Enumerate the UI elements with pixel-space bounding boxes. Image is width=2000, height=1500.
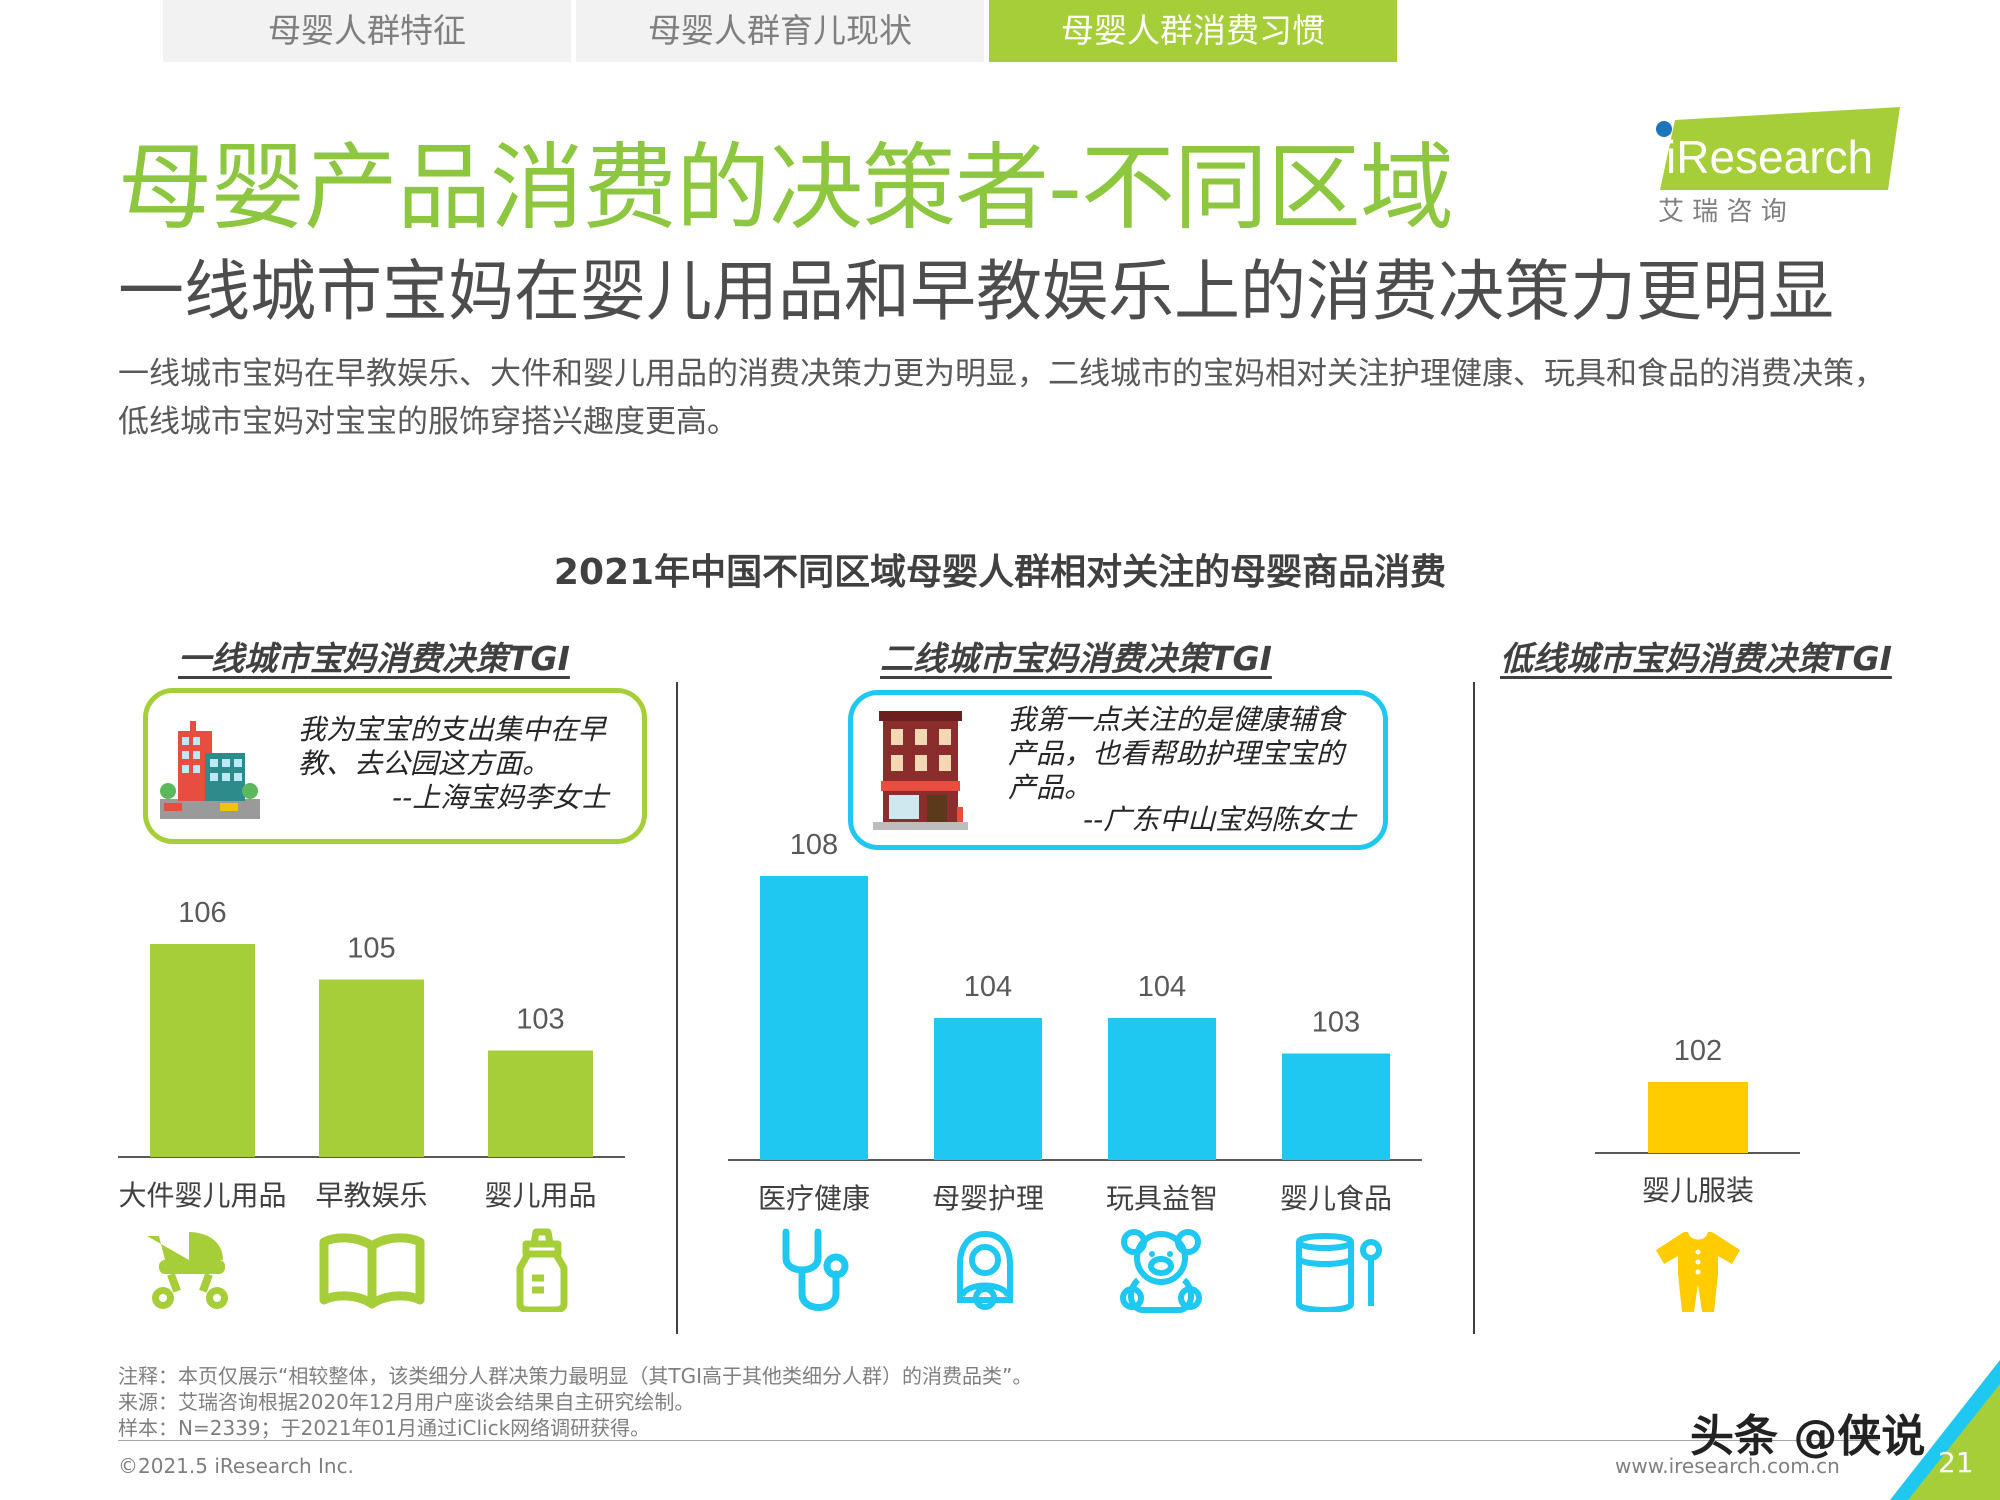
data-label: 108 (790, 829, 838, 861)
footer-divider (118, 1440, 1878, 1441)
bar (488, 1050, 593, 1157)
city-building-icon (160, 721, 260, 819)
quote-box-zhongshan: 我第一点关注的是健康辅食 产品，也看帮助护理宝宝的 产品。 --广东中山宝妈陈女… (848, 690, 1388, 850)
quote-line: 产品。 (1008, 771, 1093, 804)
category-label: 婴儿服装 (1642, 1174, 1754, 1207)
page-number: 21 (1938, 1446, 1974, 1479)
category-label: 母婴护理 (932, 1182, 1044, 1215)
baby-clothes-icon (1656, 1232, 1740, 1312)
bar (1648, 1082, 1748, 1153)
logo-cn-text: 艾 瑞 咨 询 (1658, 197, 1787, 225)
data-label: 102 (1674, 1035, 1722, 1067)
source-line: 来源：艾瑞咨询根据2020年12月用户座谈会结果自主研究绘制。 (118, 1390, 695, 1414)
watermark-text: 头条 @侠说 (1690, 1411, 1926, 1462)
bar (1282, 1053, 1390, 1160)
mother-baby-icon (957, 1230, 1013, 1310)
quote-line: 产品，也看帮助护理宝宝的 (1008, 737, 1345, 770)
copyright-text: ©2021.5 iResearch Inc. (118, 1454, 354, 1478)
quote-author: --广东中山宝妈陈女士 (1083, 803, 1356, 836)
book-icon (319, 1233, 425, 1309)
data-label: 106 (178, 897, 226, 929)
bar (934, 1018, 1042, 1160)
tab-crowd-features[interactable]: 母婴人群特征 (163, 0, 571, 62)
data-label: 103 (1312, 1007, 1360, 1039)
baby-bottle-icon (516, 1228, 568, 1312)
sample-line: 样本：N=2339；于2021年01月通过iClick网络调研获得。 (118, 1416, 651, 1440)
bar (760, 876, 868, 1160)
teddy-bear-icon (1120, 1229, 1202, 1313)
bar (319, 979, 424, 1157)
iresearch-logo: iResearch 艾 瑞 咨 询 (1650, 105, 1910, 227)
category-label: 大件婴儿用品 (118, 1179, 286, 1212)
stroller-icon (147, 1232, 228, 1309)
page-title: 母婴产品消费的决策者-不同区域 (118, 134, 1454, 243)
stethoscope-icon (782, 1228, 849, 1311)
panel-divider (1473, 682, 1475, 1334)
quote-line: 教、去公园这方面。 (298, 747, 551, 780)
chart-title: 2021年中国不同区域母婴人群相对关注的母婴商品消费 (553, 552, 1447, 593)
data-label: 104 (1138, 971, 1186, 1003)
corner-decoration (1890, 1360, 2000, 1500)
footer-url[interactable]: www.iresearch.com.cn (1615, 1454, 1840, 1478)
bar (1108, 1018, 1216, 1160)
tab-consumption-habits[interactable]: 母婴人群消费习惯 (989, 0, 1397, 62)
bar (150, 944, 255, 1157)
category-label: 婴儿用品 (484, 1179, 596, 1212)
category-label: 早教娱乐 (315, 1179, 427, 1212)
category-label: 婴儿食品 (1280, 1182, 1392, 1215)
quote-line: 我第一点关注的是健康辅食 (1008, 703, 1345, 736)
panel-title-tier1: 一线城市宝妈消费决策TGI (178, 639, 570, 678)
panel-title-lowtier: 低线城市宝妈消费决策TGI (1500, 639, 1892, 678)
chart-notes: 注释：本页仅展示“相较整体，该类细分人群决策力最明显（其TGI高于其他类细分人群… (118, 1363, 1032, 1441)
quote-author: --上海宝妈李女士 (392, 781, 609, 814)
shop-building-icon (873, 711, 968, 830)
note-line: 注释：本页仅展示“相较整体，该类细分人群决策力最明显（其TGI高于其他类细分人群… (118, 1364, 1033, 1388)
category-label: 玩具益智 (1106, 1182, 1218, 1215)
data-label: 105 (347, 933, 395, 965)
data-label: 103 (516, 1004, 564, 1036)
tab-parenting-status[interactable]: 母婴人群育儿现状 (576, 0, 984, 62)
formula-can-icon (1296, 1233, 1382, 1312)
panel-title-tier2: 二线城市宝妈消费决策TGI (880, 639, 1272, 678)
category-label: 医疗健康 (758, 1182, 870, 1215)
quote-box-shanghai: 我为宝宝的支出集中在早 教、去公园这方面。 --上海宝妈李女士 (143, 688, 647, 844)
logo-text: iResearch (1666, 131, 1873, 183)
panel-divider (676, 682, 678, 1334)
data-label: 104 (964, 971, 1012, 1003)
page-description: 一线城市宝妈在早教娱乐、大件和婴儿用品的消费决策力更为明显，二线城市的宝妈相对关… (118, 356, 1885, 440)
page-subtitle: 一线城市宝妈在婴儿用品和早教娱乐上的消费决策力更明显 (118, 253, 1834, 330)
quote-line: 我为宝宝的支出集中在早 (298, 713, 607, 746)
